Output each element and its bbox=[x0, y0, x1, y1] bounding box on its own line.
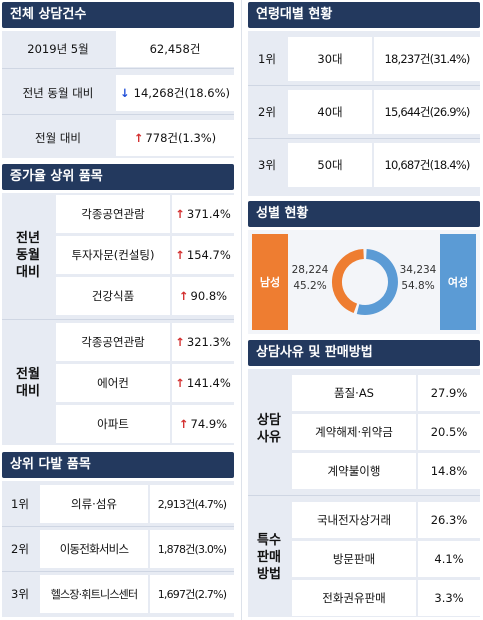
age-group: 40대 bbox=[288, 90, 372, 134]
top-header: 상위 다발 품목 bbox=[2, 452, 234, 478]
male-label: 남성 bbox=[259, 276, 281, 289]
gender-header: 성별 현황 bbox=[248, 201, 480, 227]
divider bbox=[2, 68, 234, 69]
age-group: 30대 bbox=[288, 37, 372, 81]
top-rank: 3위 bbox=[11, 587, 29, 601]
reason-header: 상담사유 및 판매방법 bbox=[248, 340, 480, 366]
female-label: 여성 bbox=[447, 276, 469, 289]
age-header: 연령대별 현황 bbox=[248, 2, 480, 28]
column-divider bbox=[241, 0, 242, 620]
age-value: 10,687건(18.4%) bbox=[374, 143, 480, 187]
label-line: 사유 bbox=[257, 430, 281, 445]
growth-group-label: 전년 동월 대비 bbox=[2, 193, 54, 317]
top-item-value: 2,913건(4.7%) bbox=[150, 485, 234, 523]
divider bbox=[2, 526, 234, 527]
top-item-name: 의류·섬유 bbox=[40, 485, 148, 523]
label-line: 방법 bbox=[257, 566, 281, 582]
label-line: 전월 bbox=[16, 367, 40, 382]
label-line: 전년 bbox=[16, 230, 40, 246]
age-panel: 1위 30대 18,237건(31.4%) 2위 40대 15,644건(26.… bbox=[248, 31, 480, 196]
age-rank: 1위 bbox=[258, 52, 276, 66]
period-value: 62,458건 bbox=[116, 31, 234, 67]
age-value: 18,237건(31.4%) bbox=[374, 37, 480, 81]
top-item-value: 1,697건(2.7%) bbox=[150, 575, 234, 613]
reason-group-label: 특수 판매 방법 bbox=[248, 497, 290, 617]
age-rank: 3위 bbox=[258, 158, 276, 172]
male-pct: 45.2% bbox=[293, 280, 327, 292]
reason-item-value: 4.1% bbox=[418, 541, 480, 577]
female-arc bbox=[356, 249, 398, 315]
reason-item-name: 방문판매 bbox=[292, 541, 416, 577]
divider bbox=[248, 495, 480, 496]
gender-panel: 남성 여성 28,224 45.2% 34,234 54.8% bbox=[248, 230, 480, 334]
growth-item-value: 90.8% bbox=[172, 277, 234, 315]
reason-group-label: 상담 사유 bbox=[248, 369, 290, 489]
divider bbox=[2, 571, 234, 572]
reason-item-name: 국내전자상거래 bbox=[292, 502, 416, 538]
divider bbox=[2, 114, 234, 115]
growth-item-value: 154.7% bbox=[172, 236, 234, 274]
total-panel: 2019년 5월 62,458건 전년 동월 대비 14,268건(18.6%)… bbox=[2, 31, 234, 158]
label-line: 특수 bbox=[257, 532, 281, 548]
reason-item-value: 26.3% bbox=[418, 502, 480, 538]
mom-value: 778건(1.3%) bbox=[116, 120, 234, 156]
growth-item-name: 건강식품 bbox=[56, 277, 170, 315]
growth-item-name: 각종공연관람 bbox=[56, 323, 170, 361]
growth-item-value: 321.3% bbox=[172, 323, 234, 361]
reason-item-value: 27.9% bbox=[418, 375, 480, 411]
growth-item-value: 371.4% bbox=[172, 195, 234, 233]
female-stats: 34,234 54.8% bbox=[396, 262, 440, 294]
divider bbox=[248, 85, 480, 86]
male-stats: 28,224 45.2% bbox=[288, 262, 332, 294]
male-block: 남성 bbox=[252, 234, 288, 330]
age-value: 15,644건(26.9%) bbox=[374, 90, 480, 134]
male-arc bbox=[331, 249, 365, 313]
growth-item-name: 에어컨 bbox=[56, 364, 170, 402]
male-count: 28,224 bbox=[291, 264, 329, 276]
period-label: 2019년 5월 bbox=[27, 42, 89, 56]
growth-header: 증가율 상위 품목 bbox=[2, 164, 234, 190]
reason-item-value: 14.8% bbox=[418, 453, 480, 489]
female-count: 34,234 bbox=[399, 264, 437, 276]
age-group: 50대 bbox=[288, 143, 372, 187]
top-panel: 1위 의류·섬유 2,913건(4.7%) 2위 이동전화서비스 1,878건(… bbox=[2, 481, 234, 617]
reason-item-name: 전화권유판매 bbox=[292, 580, 416, 616]
growth-panel: 전년 동월 대비 각종공연관람 371.4% 투자자문(컨설팅) 154.7% … bbox=[2, 193, 234, 445]
reason-item-name: 계약불이행 bbox=[292, 453, 416, 489]
top-rank: 2위 bbox=[11, 542, 29, 556]
growth-item-name: 아파트 bbox=[56, 405, 170, 443]
label-line: 대비 bbox=[16, 264, 40, 280]
reason-item-value: 20.5% bbox=[418, 414, 480, 450]
growth-item-name: 투자자문(컨설팅) bbox=[56, 236, 170, 274]
label-line: 대비 bbox=[16, 384, 40, 399]
divider bbox=[248, 138, 480, 139]
label-line: 상담 bbox=[257, 413, 281, 428]
growth-group-label: 전월 대비 bbox=[2, 321, 54, 445]
label-line: 판매 bbox=[257, 549, 281, 565]
reason-item-name: 계약해제·위약금 bbox=[292, 414, 416, 450]
female-pct: 54.8% bbox=[401, 280, 435, 292]
growth-item-value: 74.9% bbox=[172, 405, 234, 443]
growth-item-value: 141.4% bbox=[172, 364, 234, 402]
top-item-value: 1,878건(3.0%) bbox=[150, 530, 234, 568]
top-item-name: 헬스장·휘트니스센터 bbox=[40, 575, 148, 613]
gender-donut-chart bbox=[331, 249, 398, 315]
mom-label: 전월 대비 bbox=[35, 131, 81, 145]
age-rank: 2위 bbox=[258, 105, 276, 119]
reason-item-name: 품질·AS bbox=[292, 375, 416, 411]
reason-panel: 상담 사유 품질·AS 27.9% 계약해제·위약금 20.5% 계약불이행 1… bbox=[248, 369, 480, 617]
yoy-value: 14,268건(18.6%) bbox=[116, 75, 234, 111]
female-block: 여성 bbox=[440, 234, 476, 330]
label-line: 동월 bbox=[16, 247, 40, 263]
top-rank: 1위 bbox=[11, 497, 29, 511]
divider bbox=[2, 319, 234, 320]
growth-item-name: 각종공연관람 bbox=[56, 195, 170, 233]
total-header: 전체 상담건수 bbox=[2, 2, 234, 28]
top-item-name: 이동전화서비스 bbox=[40, 530, 148, 568]
yoy-label: 전년 동월 대비 bbox=[22, 86, 94, 100]
reason-item-value: 3.3% bbox=[418, 580, 480, 616]
